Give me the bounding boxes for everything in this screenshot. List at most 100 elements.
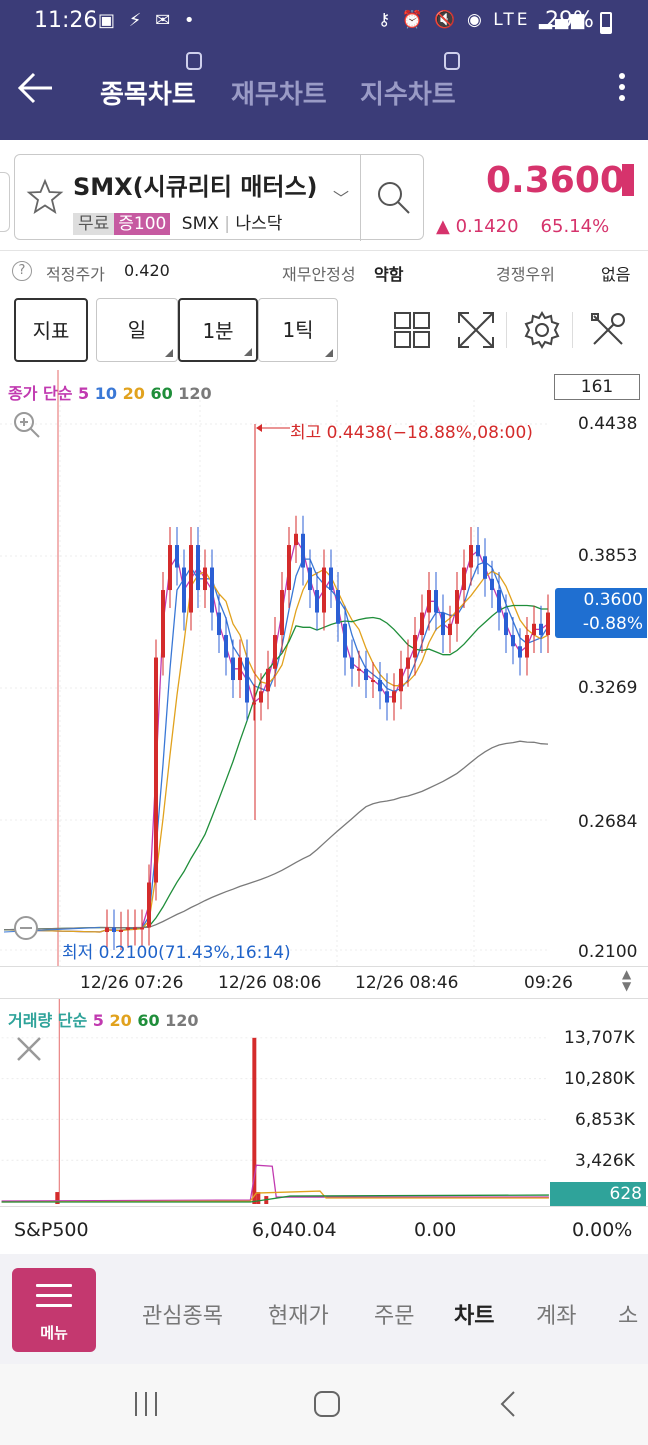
info-row: ? 적정주가 0.420 재무안정성 약함 경쟁우위 없음 — [0, 250, 648, 290]
hamburger-icon — [36, 1284, 72, 1314]
candle-body — [511, 635, 515, 647]
vma120-label: 120 — [165, 1011, 199, 1030]
search-icon[interactable] — [373, 177, 413, 217]
ma120-label: 120 — [178, 384, 212, 403]
help-icon[interactable]: ? — [12, 261, 32, 281]
price-change: ▲ 0.1420 65.14% — [436, 216, 609, 237]
side-drawer-handle[interactable] — [0, 172, 10, 232]
index-ticker-row[interactable]: S&P500 6,040.04 0.00 0.00% — [0, 1206, 648, 1254]
tab-badge-icon — [444, 52, 460, 70]
menu-label: 메뉴 — [40, 1324, 68, 1342]
time-label: 12/26 08:46 — [355, 973, 459, 993]
high-price-label: 최고 0.4438(−18.88%,08:00) — [290, 423, 533, 443]
index-value: 6,040.04 — [252, 1219, 337, 1241]
home-icon[interactable] — [307, 1384, 347, 1424]
nav-watchlist[interactable]: 관심종목 — [142, 1304, 223, 1329]
more-options-icon[interactable] — [608, 68, 636, 112]
favorite-star-icon[interactable] — [25, 177, 65, 217]
candle-body — [133, 927, 137, 930]
close-icon[interactable] — [10, 1030, 48, 1068]
candle-body — [378, 680, 382, 692]
tab-stock-chart[interactable]: 종목차트 — [100, 80, 196, 110]
layout-grid-icon[interactable] — [392, 310, 432, 350]
back-icon[interactable] — [490, 1384, 530, 1424]
candle-body — [462, 567, 466, 591]
notification-icons: ▣ ⚡ ✉ • — [98, 10, 199, 31]
period-1tick-button[interactable]: 1틱 — [258, 298, 338, 362]
fullscreen-icon[interactable] — [456, 310, 496, 350]
candle-body — [329, 567, 333, 591]
settings-gear-icon[interactable] — [522, 310, 562, 350]
candle-body — [266, 668, 270, 692]
current-price-tag-value: 0.3600 — [583, 590, 643, 610]
time-label: 09:26 — [524, 973, 573, 993]
candle-body — [308, 567, 312, 591]
ma10-line — [3, 558, 549, 933]
tools-icon[interactable] — [588, 310, 628, 350]
candle-body — [287, 545, 291, 591]
period-day-button[interactable]: 일 — [96, 298, 178, 362]
back-arrow-icon[interactable] — [14, 66, 58, 110]
y-axis-label: 0.3269 — [578, 678, 638, 698]
candle-body — [315, 590, 319, 613]
stock-tags: 무료 증100 SMX | 나스닥 — [73, 209, 282, 235]
stability-label: 재무안정성 — [282, 265, 356, 284]
zoom-out-icon[interactable] — [12, 914, 42, 944]
candle-body — [217, 612, 221, 636]
ma20-label: 20 — [122, 384, 145, 403]
index-name: S&P500 — [14, 1219, 89, 1241]
battery-icon — [600, 12, 612, 34]
volume-chart[interactable] — [0, 998, 648, 1206]
candle-body — [322, 567, 326, 613]
zoom-in-icon[interactable] — [12, 410, 42, 440]
system-icons: ⚷ ⏰ 🔇 ◉ LTE ▂▄▆ — [378, 10, 588, 30]
period-1min-button[interactable]: 1분 — [178, 298, 258, 362]
fair-price-label: 적정주가 — [46, 265, 105, 284]
ma60-line — [3, 604, 548, 931]
chevron-down-icon[interactable]: ﹀ — [333, 189, 350, 208]
volume-axis-label: 13,707K — [564, 1028, 635, 1048]
vma60-label: 60 — [137, 1011, 160, 1030]
nav-current-price[interactable]: 현재가 — [268, 1304, 329, 1329]
recent-apps-icon[interactable] — [126, 1384, 166, 1424]
candle-body — [294, 533, 298, 546]
volume-axis-label: 6,853K — [575, 1110, 635, 1130]
candle-body — [336, 590, 340, 624]
y-axis-label: 0.3853 — [578, 546, 638, 566]
nav-account[interactable]: 계좌 — [536, 1304, 577, 1329]
y-axis-label: 0.2684 — [578, 812, 638, 832]
candle-body — [518, 646, 522, 658]
ma20-line — [3, 568, 549, 933]
candle-body — [140, 927, 144, 930]
candle-body — [532, 623, 536, 636]
resize-handle-icon[interactable]: ▲ ▼ — [622, 967, 632, 993]
low-price-label: 최저 0.2100(71.43%,16:14) — [62, 943, 291, 963]
tab-index-chart[interactable]: 지수차트 — [360, 80, 456, 110]
nav-chart[interactable]: 차트 — [454, 1304, 495, 1329]
candle-body — [413, 635, 417, 658]
change-percent: 65.14% — [540, 216, 610, 237]
tab-financial-chart[interactable]: 재무차트 — [231, 80, 327, 110]
vma20-label: 20 — [109, 1011, 132, 1030]
candle-body — [427, 590, 431, 613]
candle-body — [434, 590, 438, 613]
ma120-line — [3, 740, 549, 931]
nav-order[interactable]: 주문 — [374, 1304, 415, 1329]
change-amount: ▲ 0.1420 — [436, 216, 519, 237]
candle-body — [357, 668, 361, 671]
candle-count[interactable]: 161 — [554, 374, 640, 400]
period-1min-label: 1분 — [202, 319, 234, 343]
volume-bar — [256, 1192, 261, 1205]
candle-body — [483, 556, 487, 579]
menu-button[interactable]: 메뉴 — [12, 1268, 96, 1352]
candle-body — [455, 590, 459, 624]
stock-name: SMX(시큐리티 매터스) — [73, 173, 318, 201]
nav-more[interactable]: 소 — [618, 1304, 639, 1329]
indicator-button[interactable]: 지표 — [14, 298, 88, 362]
tag-margin: 증100 — [114, 213, 171, 235]
candle-body — [420, 612, 424, 636]
candle-body — [210, 567, 214, 613]
price-chart[interactable] — [0, 370, 648, 970]
candle-body — [245, 657, 249, 703]
stock-selector[interactable]: SMX(시큐리티 매터스) ﹀ 무료 증100 SMX | 나스닥 — [14, 154, 424, 241]
